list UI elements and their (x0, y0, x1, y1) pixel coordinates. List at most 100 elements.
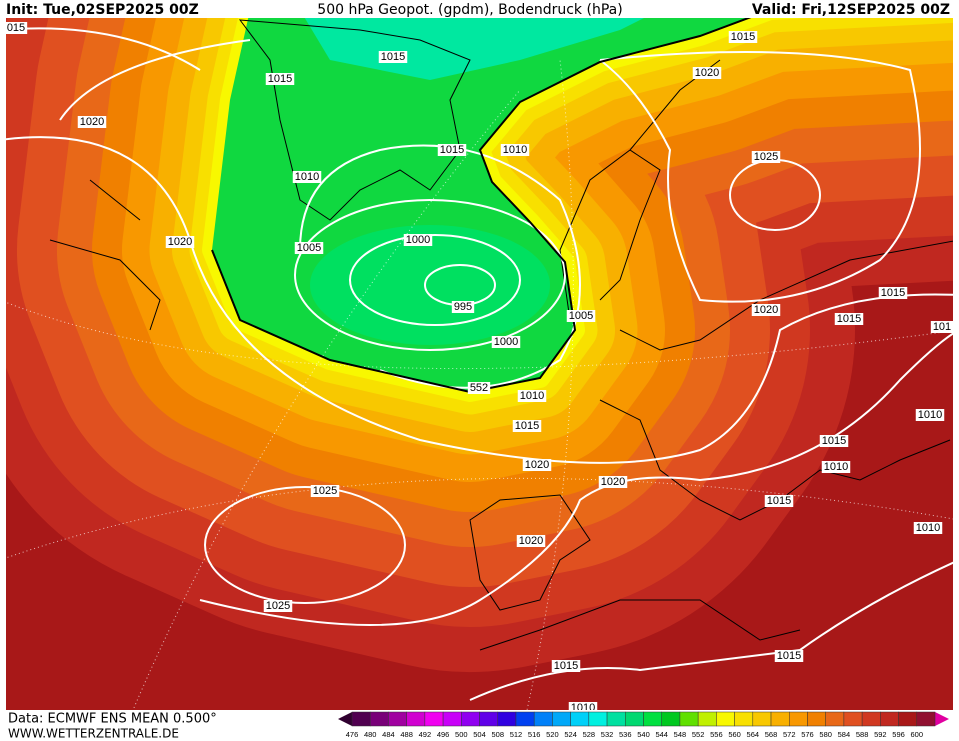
contour-label: 1020 (754, 304, 778, 316)
colorbar-cell (752, 711, 772, 727)
contour-label: 1010 (918, 409, 942, 421)
colorbar-cell (916, 711, 936, 727)
colorbar-cell (533, 711, 553, 727)
colorbar-label: 592 (874, 730, 887, 739)
isobar (294, 199, 566, 351)
colorbar-label: 580 (819, 730, 832, 739)
coastline (599, 240, 953, 521)
contour-label-box (566, 310, 596, 322)
colorbar-cell (716, 711, 735, 727)
colorbar-label: 536 (619, 730, 632, 739)
colorbar-label: 596 (892, 730, 905, 739)
contour-label-box (821, 461, 851, 473)
contour-label: 1025 (754, 151, 778, 163)
contour-label: 995 (454, 301, 472, 313)
contour-label: 1015 (777, 650, 801, 662)
colorbar-cell (661, 711, 681, 727)
contour-label-box (913, 522, 943, 534)
colorbar-cell (789, 711, 808, 727)
site: WWW.WETTERZENTRALE.DE (8, 727, 179, 741)
contour-label-box (598, 476, 628, 488)
contour-label-box (263, 600, 293, 612)
colorbar-cell (515, 711, 535, 727)
colorbar-label: 476 (346, 730, 359, 739)
contour-label: 1005 (569, 310, 593, 322)
isobar (299, 144, 581, 389)
colorbar-label: 540 (637, 730, 650, 739)
colorbar-cell (606, 711, 626, 727)
contour-label-box (292, 171, 322, 183)
contour-label: 1015 (731, 31, 755, 43)
colorbar: 476 480 484 488 492 496 500 504 508 512 516 520 524 5… (338, 711, 949, 739)
colorbar-cell (843, 711, 863, 727)
trough-top (304, 18, 644, 80)
colorbar-cell (679, 711, 699, 727)
contour-label-box (265, 73, 295, 85)
graticule (6, 301, 953, 370)
contour-label-box (294, 242, 324, 254)
contour-label: 015 (7, 22, 25, 34)
contour-label-box (522, 459, 552, 471)
contour-labels: 015 1015 1020 1015 1015 1020 1015 1010 1025 1010 1… (6, 22, 953, 714)
contour-label-box (751, 304, 781, 316)
data-source: Data: ECMWF ENS MEAN 0.500° (8, 712, 217, 727)
colorbar-label: 556 (710, 730, 723, 739)
colorbar-arrow-right (935, 712, 949, 726)
contour-label-box (568, 702, 598, 710)
colorbar-label: 576 (801, 730, 814, 739)
contour-label: 1010 (916, 522, 940, 534)
contour-label-box (310, 485, 340, 497)
colorbar-cell (880, 711, 899, 727)
contour-label: 1020 (601, 476, 625, 488)
contour-label-box (516, 535, 546, 547)
colorbar-label: 548 (674, 730, 687, 739)
colorbar-label: 508 (491, 730, 504, 739)
contour-label: 1015 (822, 435, 846, 447)
contour-label-box (6, 22, 28, 34)
header-bar (0, 0, 959, 18)
colorbar-cell (643, 711, 662, 727)
contour-label: 1020 (695, 67, 719, 79)
colorbar-cell (479, 711, 498, 727)
isobar (6, 136, 953, 464)
contour-label: 1015 (440, 144, 464, 156)
colorbar-cell (461, 711, 480, 727)
contour-label: 1015 (381, 51, 405, 63)
contour-label-box (451, 301, 475, 313)
colorbar-label: 524 (564, 730, 577, 739)
isobar (6, 27, 251, 121)
colorbar-label: 492 (419, 730, 432, 739)
colorbar-cell (570, 711, 590, 727)
colorbar-label: 532 (601, 730, 614, 739)
contour-label-box (915, 409, 945, 421)
colorbar-label: 496 (437, 730, 450, 739)
coastline (238, 19, 471, 221)
colorbar-cell (588, 711, 608, 727)
map-title: 500 hPa Geopot. (gpdm), Bodendruck (hPa) (317, 2, 622, 18)
contour-label: 1010 (295, 171, 319, 183)
contour-label: 1015 (554, 660, 578, 672)
colorbar-cell (351, 711, 371, 727)
contour-label: 1015 (515, 420, 539, 432)
colorbar-label: 568 (765, 730, 778, 739)
contour-label: 1015 (767, 495, 791, 507)
colorbar-cell (697, 711, 717, 727)
contour-label: 1010 (571, 702, 595, 714)
colorbar-label: 528 (583, 730, 596, 739)
colorbar-label: 488 (400, 730, 413, 739)
coastline (469, 494, 801, 651)
contour-label-box (77, 116, 107, 128)
colorbar-label: 600 (911, 730, 924, 739)
contour-label-box (930, 321, 953, 333)
colorbar-cell (369, 711, 389, 727)
init-time: Init: Tue,02SEP2025 00Z (6, 2, 199, 18)
colorbar-label: 552 (692, 730, 705, 739)
contour-label-box (728, 31, 758, 43)
colorbar-label: 484 (382, 730, 395, 739)
colorbar-label: 500 (455, 730, 468, 739)
contour-label-box (764, 495, 794, 507)
contour-label: 1020 (80, 116, 104, 128)
contour-label-box (403, 234, 433, 246)
colorbar-cell (497, 711, 517, 727)
